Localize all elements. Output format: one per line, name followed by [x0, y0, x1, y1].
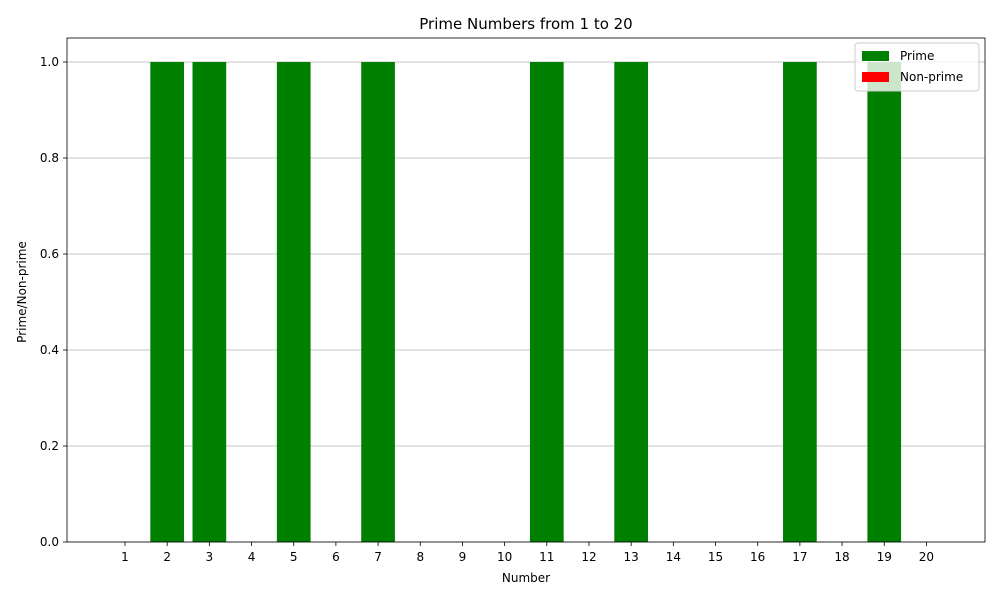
y-axis-label: Prime/Non-prime: [15, 241, 29, 343]
axes: [63, 37, 986, 546]
bar-prime-19: [867, 62, 902, 542]
x-tick-label: 6: [332, 550, 340, 564]
bar-prime-11: [529, 62, 564, 542]
y-tick-label: 0.4: [40, 343, 59, 357]
legend-swatch-prime: [862, 51, 889, 61]
x-tick-label: 20: [919, 550, 934, 564]
x-tick-label: 15: [708, 550, 723, 564]
bar-prime-17: [783, 62, 817, 542]
bar-prime-3: [192, 62, 227, 542]
legend-swatch-non-prime: [862, 72, 889, 82]
x-tick-label: 1: [121, 550, 129, 564]
legend-label-prime: Prime: [900, 49, 934, 63]
x-tick-label: 4: [248, 550, 256, 564]
x-tick-label: 17: [792, 550, 807, 564]
y-tick-label: 0.6: [40, 247, 59, 261]
x-tick-label: 3: [206, 550, 214, 564]
y-tick-label: 0.2: [40, 439, 59, 453]
bar-prime-5: [276, 62, 311, 542]
y-tick-label: 0.8: [40, 151, 59, 165]
bar-prime-13: [614, 62, 649, 542]
x-tick-label: 14: [666, 550, 681, 564]
bars: [150, 62, 902, 542]
y-tick-labels: 0.0 0.2 0.4 0.6 0.8 1.0: [40, 55, 59, 549]
x-tick-label: 5: [290, 550, 298, 564]
bar-prime-7: [361, 62, 395, 542]
bar-prime-2: [150, 62, 185, 542]
chart-title: Prime Numbers from 1 to 20: [419, 15, 632, 33]
x-axis-label: Number: [502, 571, 550, 585]
x-tick-label: 9: [459, 550, 467, 564]
x-tick-label: 11: [539, 550, 554, 564]
y-tick-label: 0.0: [40, 535, 59, 549]
x-tick-label: 2: [163, 550, 171, 564]
x-tick-label: 8: [416, 550, 424, 564]
x-tick-label: 12: [581, 550, 596, 564]
legend-label-non-prime: Non-prime: [900, 70, 963, 84]
x-tick-label: 19: [877, 550, 892, 564]
x-tick-labels: 1 2 3 4 5 6 7 8 9 10 11 12 13 14 15 16 17 18 19 20: [121, 550, 934, 564]
x-tick-label: 7: [374, 550, 382, 564]
y-tick-label: 1.0: [40, 55, 59, 69]
plot-frame: [66, 37, 986, 543]
x-tick-label: 16: [750, 550, 765, 564]
x-tick-label: 13: [624, 550, 639, 564]
legend: Prime Non-prime: [854, 42, 980, 92]
x-tick-label: 18: [834, 550, 849, 564]
x-tick-label: 10: [497, 550, 512, 564]
